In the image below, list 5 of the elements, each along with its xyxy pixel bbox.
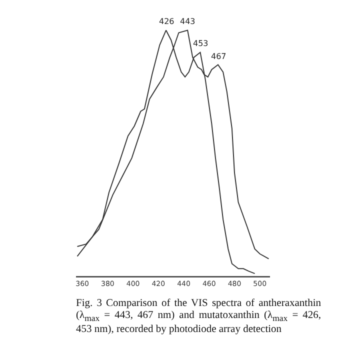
- annotation: 443: [180, 17, 196, 26]
- annotation: 453: [193, 39, 208, 48]
- annotation: 467: [211, 52, 226, 61]
- caption: Fig. 3 Comparison of the VIS spectra of antheraxanthin (λ$_{max}$ = 443, 467 nm) and mutatoxanthin (λ$_{max}$ = 426, 453 nm), recorded by photodiode array detection: [76, 298, 322, 336]
- annotation: 426: [159, 17, 174, 26]
